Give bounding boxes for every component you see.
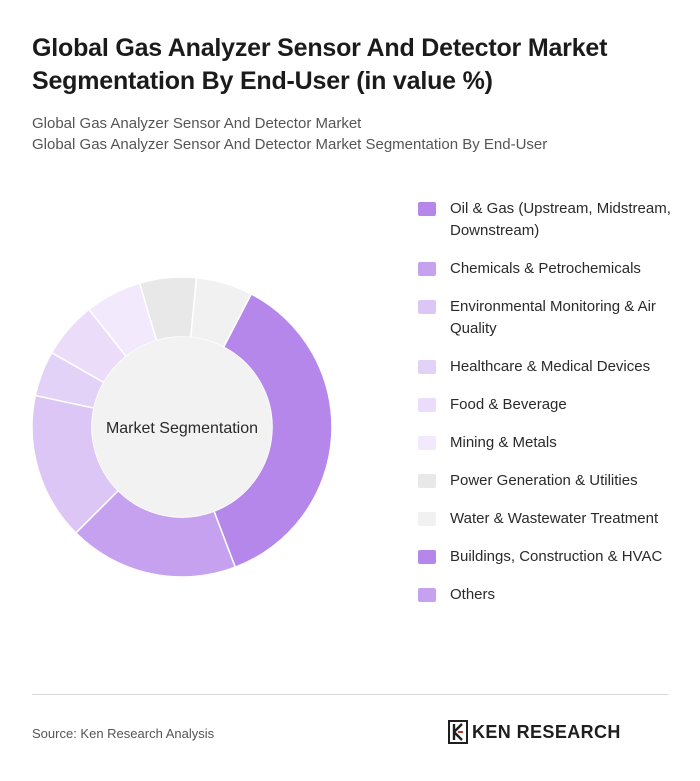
donut-center-label: Market Segmentation [106,420,258,437]
legend-swatch [418,202,436,216]
legend-label: Food & Beverage [450,396,567,413]
legend-item: Food & Beverage [418,394,678,416]
legend-swatch [418,398,436,412]
donut-slices [31,276,333,578]
source-note: Source: Ken Research Analysis [32,726,215,741]
legend-label: Water & Wastewater Treatment [450,510,659,527]
ken-research-logo: KEN RESEARCH [448,720,621,744]
legend-swatch [418,550,436,564]
legend-item: Healthcare & Medical Devices [418,356,678,378]
chart-subtitle: Global Gas Analyzer Sensor And Detector … [32,113,672,155]
legend-label: Oil & Gas (Upstream, Midstream, Downstre… [450,200,671,239]
legend-swatch [418,512,436,526]
legend-swatch [418,588,436,602]
legend-swatch [418,436,436,450]
legend-label: Mining & Metals [450,434,557,451]
legend-label: Chemicals & Petrochemicals [450,260,641,277]
legend-label: Others [450,586,496,603]
legend-label: Buildings, Construction & HVAC [450,548,663,565]
legend-label: Environmental Monitoring & Air Quality [450,298,656,337]
chart-legend: Oil & Gas (Upstream, Midstream, Downstre… [418,198,678,622]
legend-swatch [418,474,436,488]
footer-divider [32,694,668,695]
chart-title: Global Gas Analyzer Sensor And Detector … [32,34,608,95]
legend-swatch [418,360,436,374]
legend-swatch [418,300,436,314]
legend-item: Environmental Monitoring & Air Quality [418,296,678,340]
ken-research-logo-text: KEN RESEARCH [472,721,621,742]
subtitle-line-1: Global Gas Analyzer Sensor And Detector … [32,115,362,132]
legend-item: Mining & Metals [418,432,678,454]
ken-research-logo-mark [448,720,468,744]
donut-hole [92,337,272,517]
legend-item: Others [418,584,678,606]
legend-item: Chemicals & Petrochemicals [418,258,678,280]
legend-item: Water & Wastewater Treatment [418,508,678,530]
legend-swatch [418,262,436,276]
legend-item: Oil & Gas (Upstream, Midstream, Downstre… [418,198,678,242]
legend-item: Buildings, Construction & HVAC [418,546,678,568]
legend-item: Power Generation & Utilities [418,470,678,492]
legend-label: Power Generation & Utilities [450,472,638,489]
subtitle-line-2: Global Gas Analyzer Sensor And Detector … [32,136,548,153]
legend-label: Healthcare & Medical Devices [450,358,651,375]
donut-chart: Market Segmentation [31,276,333,578]
